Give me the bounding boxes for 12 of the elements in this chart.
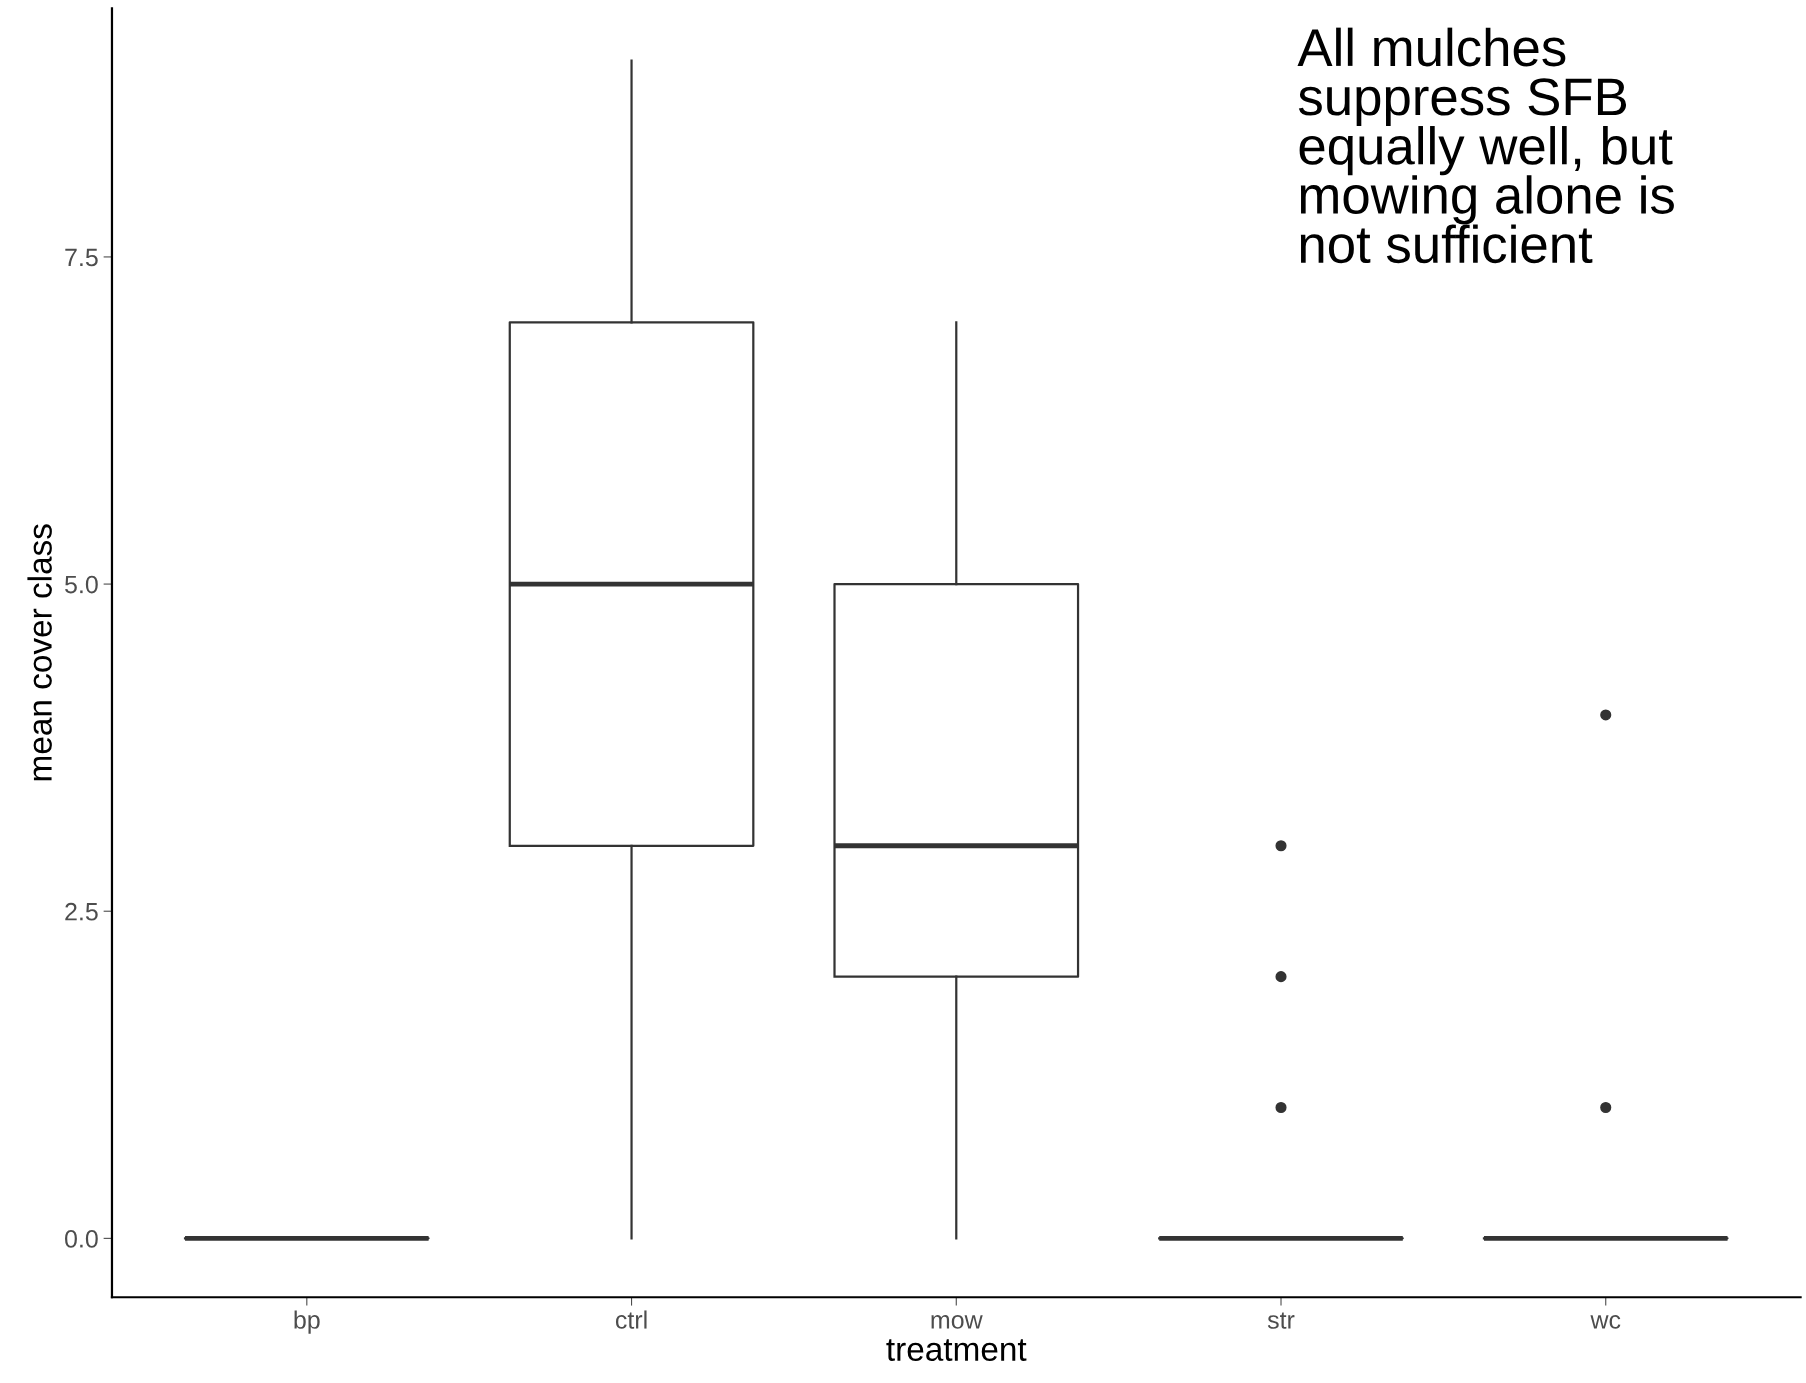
y-tick-label: 7.5 [65,248,98,267]
x-tick-label: mow [931,1315,983,1329]
x-axis-title: treatment [886,1339,1027,1362]
y-tick-label: 0.0 [65,1229,98,1248]
x-tick-label: wc [1590,1315,1621,1329]
x-tick-label: str [1267,1312,1295,1329]
y-axis-title: mean cover class [27,524,52,781]
y-tick-label: 2.5 [65,902,98,921]
y-tick-label: 5.0 [65,575,98,594]
annotation: All mulches suppress SFB equally well, but mowing alone is not sufficient [1297,27,1674,264]
x-tick-label: ctrl [615,1310,647,1329]
x-tick-label: bp [294,1310,320,1334]
